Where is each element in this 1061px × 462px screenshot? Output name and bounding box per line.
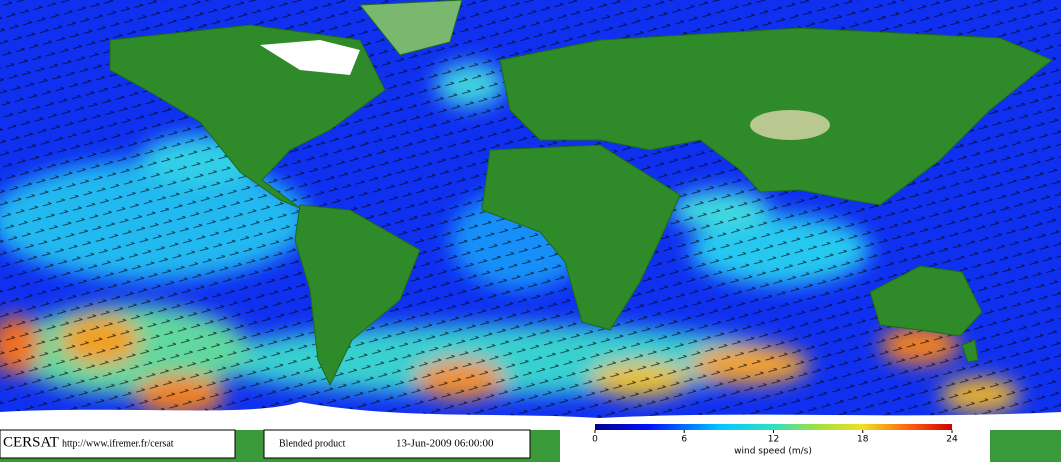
colorbar-tick-label: 0 — [592, 435, 598, 445]
logo-box — [0, 429, 236, 459]
land — [109, 0, 1053, 387]
date: 13-Jun-2009 06:00:00 — [396, 438, 494, 450]
colorbar-label: wind speed (m/s) — [734, 447, 812, 457]
footer: CERSAT http://www.ifremer.fr/cersat Blen… — [0, 420, 990, 462]
product: Blended product — [279, 438, 346, 449]
colorbar-tick-label: 24 — [946, 435, 958, 445]
url: http://www.ifremer.fr/cersat — [62, 438, 174, 449]
info-box — [263, 429, 531, 459]
colorbar-tick-label: 6 — [681, 435, 687, 445]
colorbar-tick-label: 18 — [857, 435, 869, 445]
colorbar-tick-label: 12 — [768, 435, 779, 445]
colorbar — [595, 424, 952, 430]
logo: CERSAT — [3, 434, 59, 450]
